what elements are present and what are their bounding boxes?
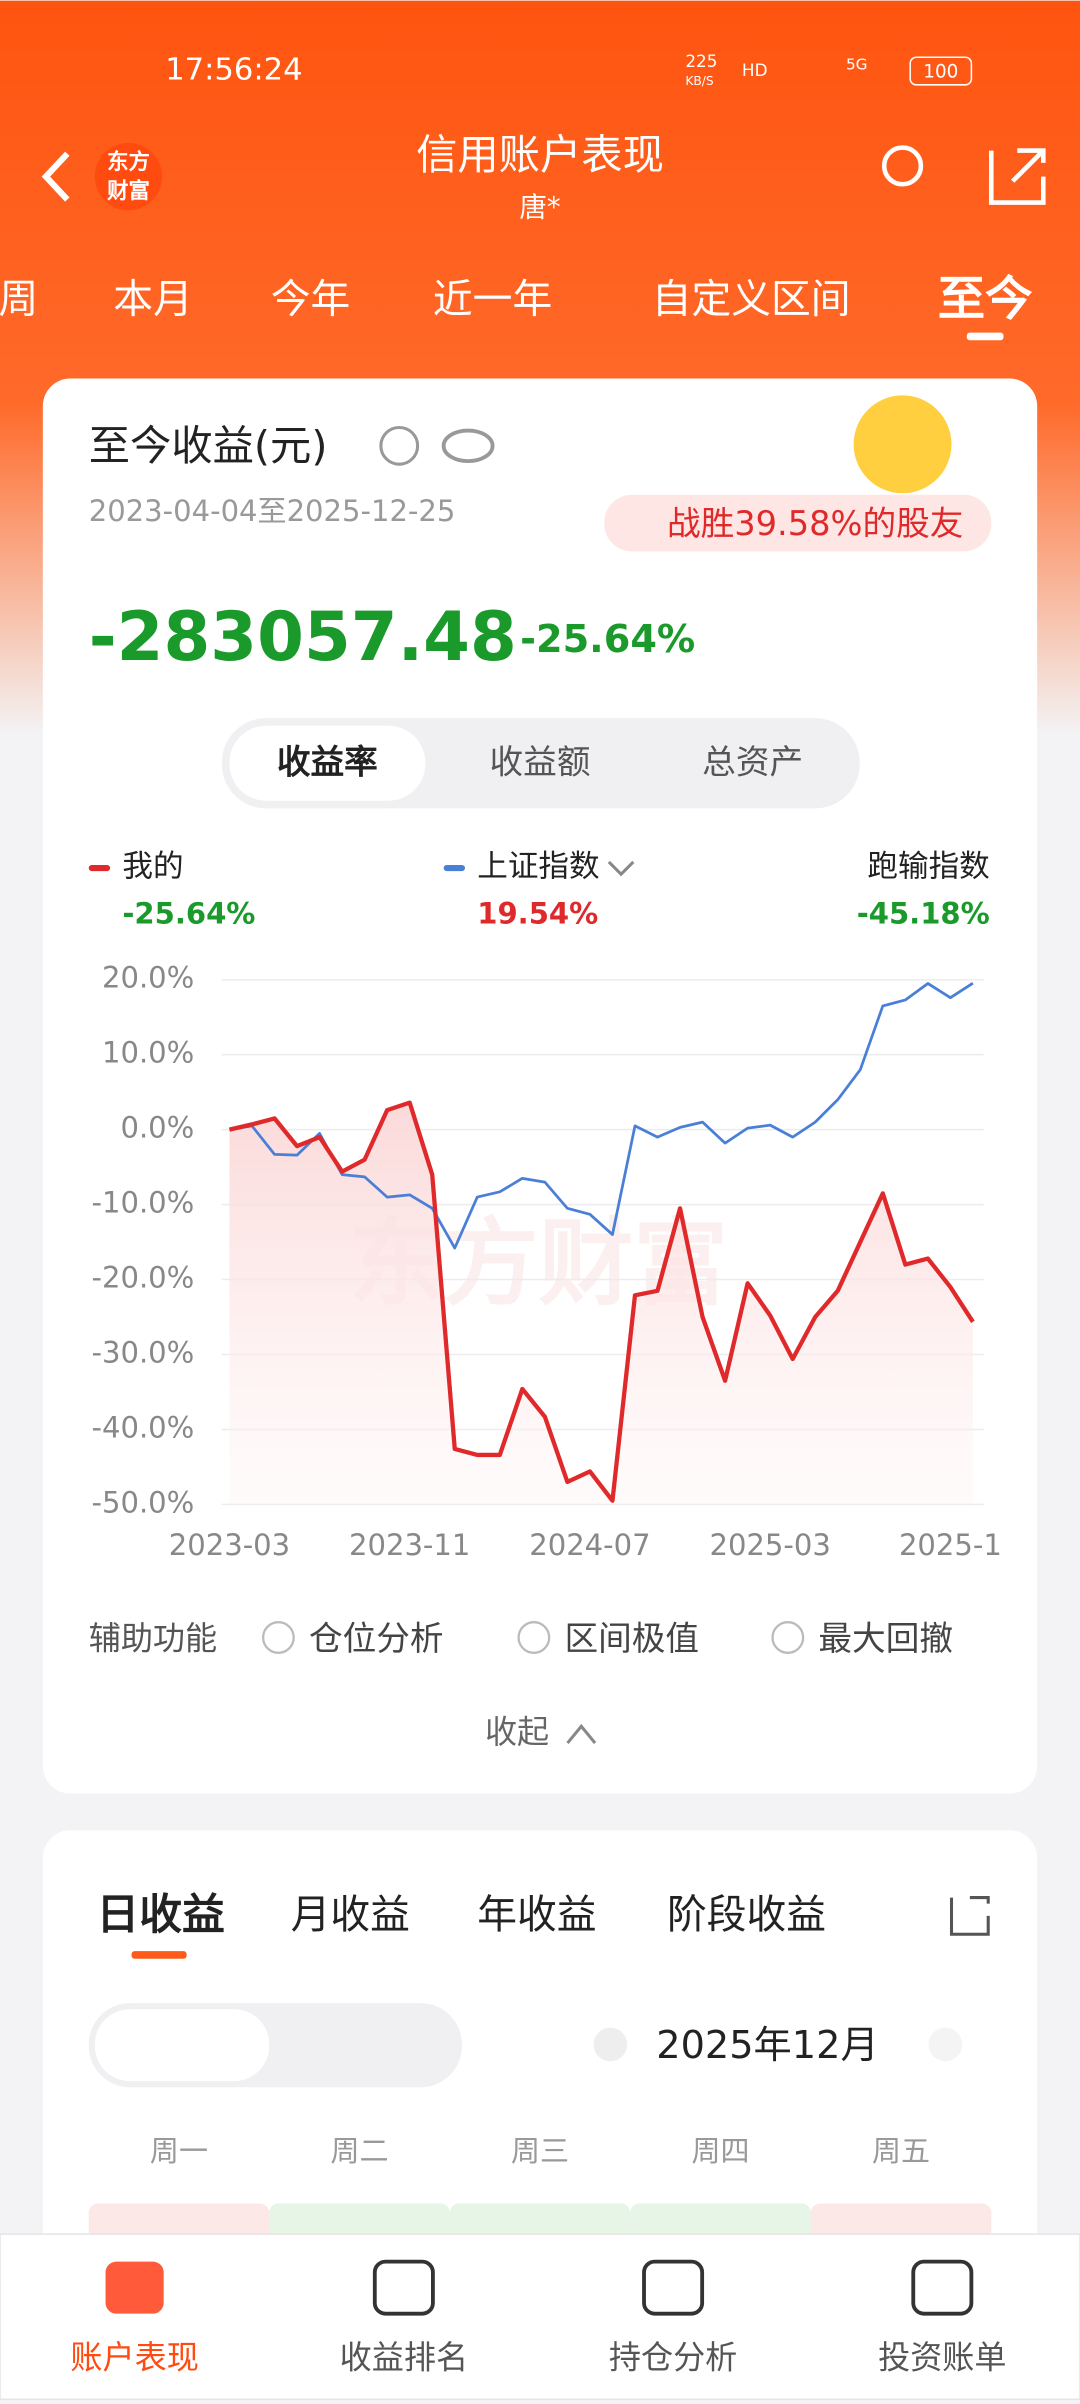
back[interactable] <box>41 151 70 202</box>
emoji <box>853 395 952 494</box>
battery-level: 100 <box>923 62 958 83</box>
card-daily <box>42 1830 1038 2290</box>
tab[interactable]: 至今 <box>938 272 1033 327</box>
x-tick-label: 2025-03 <box>709 1528 830 1562</box>
radio[interactable] <box>261 1621 295 1654</box>
weekday: 周一 <box>150 2134 208 2168</box>
badge-bg <box>604 494 992 552</box>
y-tick-label: -40.0% <box>92 1410 195 1444</box>
weekday: 周四 <box>691 2134 749 2168</box>
weekday: 周三 <box>511 2134 569 2168</box>
dropdown-icon[interactable] <box>607 860 635 877</box>
aux-option[interactable]: 区间极值 <box>564 1619 699 1658</box>
status-bar: 17:56:24 225 KB/S HD 5G 100 <box>165 51 973 88</box>
speed: 225 <box>685 51 717 71</box>
logo-text: 财富 <box>107 178 150 204</box>
month[interactable]: 2025年12月 <box>656 2024 878 2068</box>
daily-tab[interactable]: 日收益 <box>96 1890 224 1940</box>
net: 5G <box>846 55 868 73</box>
legend-label[interactable]: 我的 <box>122 850 183 885</box>
card-title: 至今收益(元) <box>89 422 328 470</box>
speed-unit: KB/S <box>685 74 714 88</box>
legend-value: 19.54% <box>477 896 598 930</box>
nav-icon <box>911 2259 974 2316</box>
amount: -283057.48 <box>89 598 517 676</box>
hd: HD <box>742 60 768 80</box>
nav-icon <box>642 2259 705 2316</box>
y-tick-label: -20.0% <box>92 1261 195 1295</box>
legend-label[interactable]: 上证指数 <box>477 850 599 885</box>
badge: 战胜39.58%的股友 <box>667 504 963 543</box>
tab[interactable]: 今年 <box>271 277 351 323</box>
legend-label: 跑输指数 <box>867 850 989 885</box>
eye-icon[interactable] <box>441 428 495 464</box>
time: 17:56:24 <box>165 53 302 88</box>
toggle-active <box>94 2009 270 2082</box>
weekday: 周五 <box>872 2134 930 2168</box>
nav-icon <box>372 2259 435 2316</box>
bottom-nav <box>0 2233 1080 2401</box>
legend-swatch <box>88 864 111 872</box>
nav-label[interactable]: 收益排名 <box>340 2339 468 2377</box>
user-icon[interactable] <box>881 145 924 187</box>
toggle-option[interactable]: 总资产 <box>702 743 803 782</box>
daily-tab[interactable]: 月收益 <box>291 1892 410 1938</box>
y-tick-label: 20.0% <box>102 961 194 995</box>
x-tick-label: 2024-07 <box>529 1528 650 1562</box>
title: 信用账户表现 <box>416 131 664 179</box>
tab[interactable]: 周 <box>0 277 38 323</box>
nav-label[interactable]: 持仓分析 <box>609 2339 737 2377</box>
legend-value: -45.18% <box>857 896 990 930</box>
series-line <box>229 982 974 1250</box>
toggle-option[interactable]: 收益额 <box>490 743 591 782</box>
date-range: 2023-04-04至2025-12-25 <box>89 494 456 528</box>
logo-text: 东方 <box>107 149 150 175</box>
rate: -25.64% <box>520 618 695 662</box>
daily-tab[interactable]: 阶段收益 <box>667 1892 826 1938</box>
tab-indicator <box>966 332 1004 341</box>
info-icon[interactable] <box>379 425 420 466</box>
series-line <box>228 1100 975 1503</box>
collapse-icon <box>566 1723 597 1745</box>
y-tick-label: -50.0% <box>92 1485 195 1519</box>
toggle-active <box>229 725 426 801</box>
aux-option[interactable]: 最大回撤 <box>818 1619 953 1658</box>
weekday: 周二 <box>330 2134 388 2168</box>
x-tick-label: 2023-11 <box>349 1528 470 1562</box>
aux-label: 辅助功能 <box>89 1620 217 1658</box>
nav-icon <box>105 2261 164 2314</box>
tab[interactable]: 近一年 <box>433 277 552 323</box>
tab[interactable]: 自定义区间 <box>652 277 851 323</box>
subtitle: 唐* <box>519 192 560 224</box>
prev-month[interactable] <box>593 2027 628 2062</box>
share-icon[interactable] <box>988 148 1046 205</box>
share-icon[interactable] <box>949 1896 990 1936</box>
daily-tab[interactable]: 年收益 <box>477 1892 596 1938</box>
area-fill <box>229 1102 973 1505</box>
radio[interactable] <box>771 1621 805 1654</box>
card <box>42 378 1038 1794</box>
daily-indicator <box>131 1951 187 1959</box>
aux-option[interactable]: 仓位分析 <box>309 1619 444 1658</box>
x-tick-label: 2023-03 <box>169 1528 290 1562</box>
radio[interactable] <box>517 1621 551 1654</box>
battery <box>909 56 973 86</box>
legend-swatch <box>443 864 466 872</box>
y-tick-label: 10.0% <box>102 1036 194 1070</box>
toggle-option[interactable]: 收益率 <box>277 743 378 782</box>
nav-label[interactable]: 投资账单 <box>878 2339 1006 2377</box>
y-tick-label: -10.0% <box>92 1186 195 1220</box>
y-tick-label: 0.0% <box>120 1111 194 1145</box>
tab[interactable]: 本月 <box>113 277 193 323</box>
next-month[interactable] <box>928 2027 963 2062</box>
legend-value: -25.64% <box>122 896 255 930</box>
logo <box>94 142 163 211</box>
y-tick-label: -30.0% <box>92 1336 195 1370</box>
collapse[interactable]: 收起 <box>485 1713 549 1751</box>
x-tick-label: 2025-1 <box>899 1528 1002 1562</box>
nav-label[interactable]: 账户表现 <box>70 2339 198 2377</box>
